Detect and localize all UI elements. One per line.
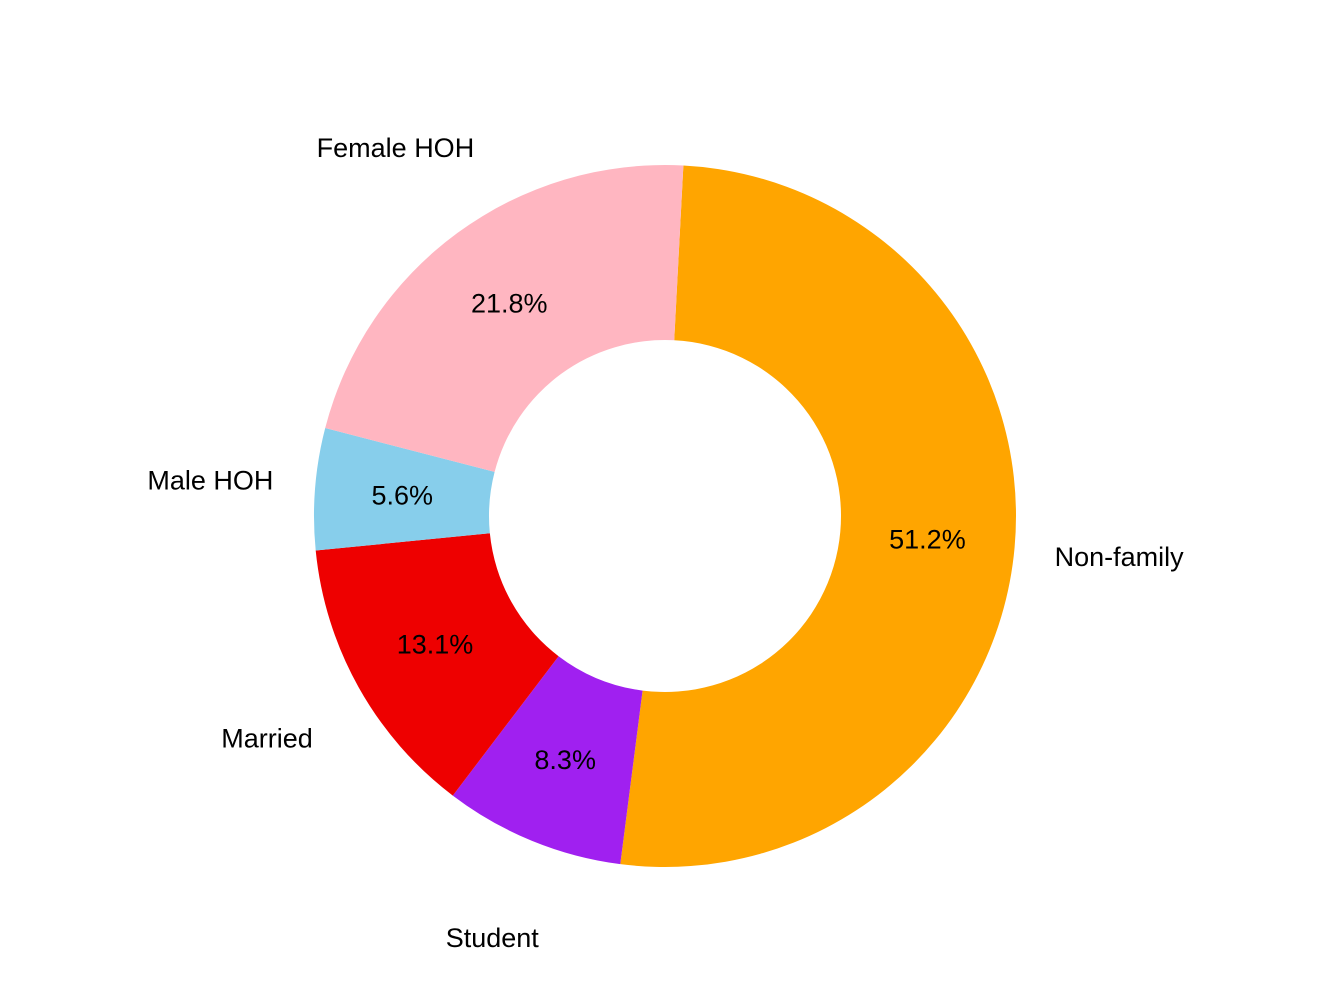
- category-label-non-family: Non-family: [1055, 542, 1185, 572]
- category-labels: Non-family Student Married Male HOH Female H…: [147, 133, 1184, 953]
- pct-label-non-family: 51.2%: [889, 525, 966, 555]
- category-label-female-hoh: Female HOH: [317, 133, 475, 163]
- pct-label-student: 8.3%: [534, 745, 596, 775]
- slice-married: [315, 533, 559, 796]
- pct-label-male-hoh: 5.6%: [372, 481, 434, 511]
- slice-male-hoh: [314, 427, 495, 551]
- category-label-student: Student: [446, 923, 540, 953]
- category-label-male-hoh: Male HOH: [147, 466, 273, 496]
- pct-label-married: 13.1%: [397, 630, 474, 660]
- category-label-married: Married: [221, 724, 313, 754]
- slices-group: [314, 165, 1016, 867]
- slice-non-family: [620, 165, 1016, 867]
- slice-female-hoh: [325, 165, 684, 472]
- slice-student: [452, 656, 643, 865]
- percentage-labels: 51.2% 8.3% 13.1% 5.6% 21.8%: [372, 288, 966, 774]
- pct-label-female-hoh: 21.8%: [471, 288, 548, 318]
